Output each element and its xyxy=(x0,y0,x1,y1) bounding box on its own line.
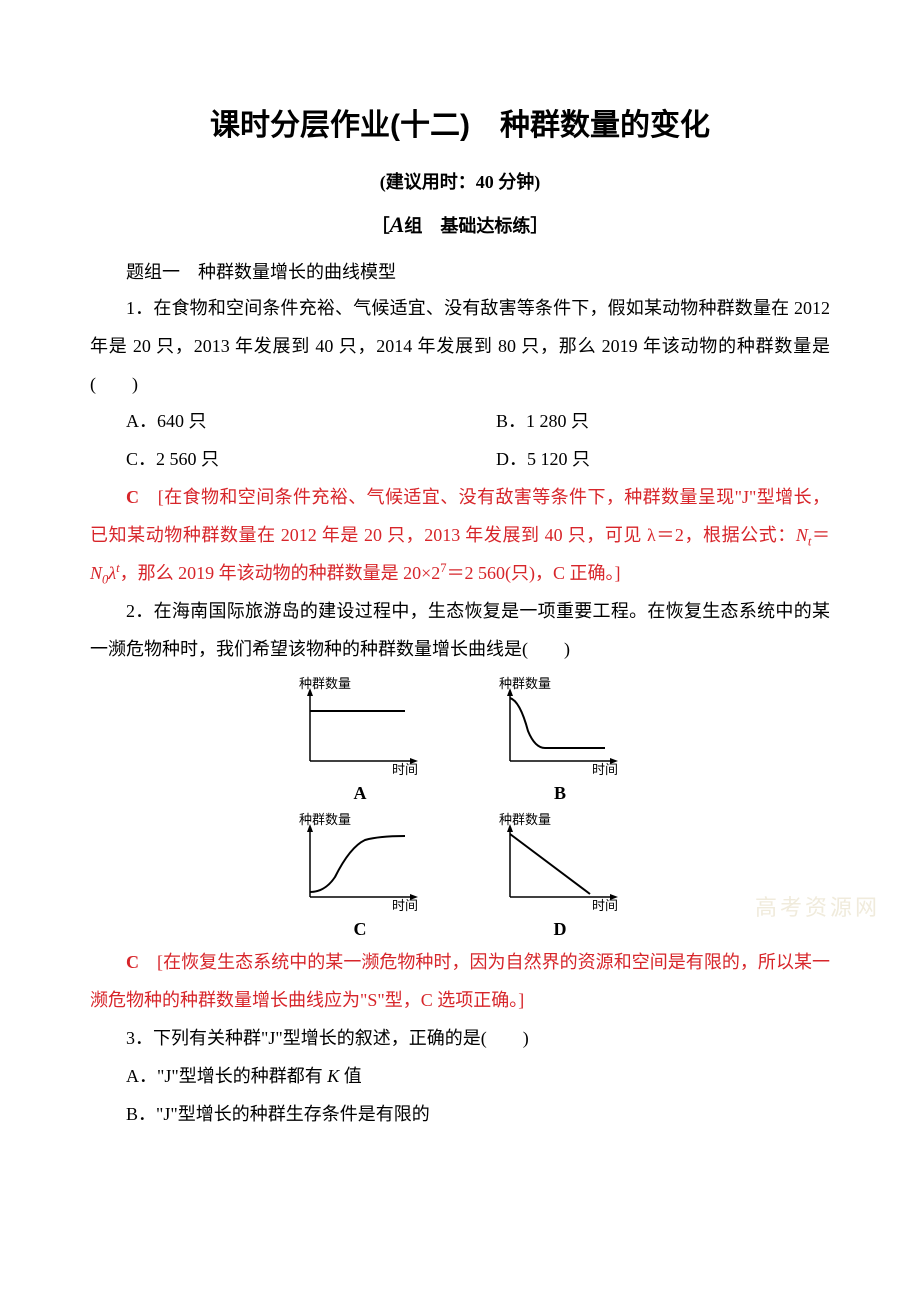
chart-label-d: D xyxy=(490,919,630,940)
svg-text:时间: 时间 xyxy=(592,762,618,776)
q3-stem: 3．下列有关种群"J"型增长的叙述，正确的是( ) xyxy=(90,1020,830,1058)
chart-c-svg: 种群数量 时间 xyxy=(290,812,430,912)
q1-option-c: C．2 560 只 xyxy=(90,441,460,479)
chart-d-svg: 种群数量 时间 xyxy=(490,812,630,912)
svg-text:时间: 时间 xyxy=(592,898,618,912)
q1-option-d: D．5 120 只 xyxy=(460,441,830,479)
chart-c: 种群数量 时间 C xyxy=(290,812,430,940)
q2-answer-letter: C xyxy=(126,952,139,972)
q3-option-b: B．"J"型增长的种群生存条件是有限的 xyxy=(90,1096,830,1134)
q1-options-row2: C．2 560 只 D．5 120 只 xyxy=(90,441,830,479)
subtitle: (建议用时：40 分钟) xyxy=(90,168,830,194)
q1-options-row1: A．640 只 B．1 280 只 xyxy=(90,403,830,441)
q1-stem: 1．在食物和空间条件充裕、气候适宜、没有敌害等条件下，假如某动物种群数量在 20… xyxy=(90,290,830,403)
chart-label-a: A xyxy=(290,783,430,804)
chart-a: 种群数量 时间 A xyxy=(290,676,430,804)
svg-text:时间: 时间 xyxy=(392,898,418,912)
section-header: ［A组 基础达标练］ xyxy=(90,212,830,238)
q1-answer: C [在食物和空间条件充裕、气候适宜、没有敌害等条件下，种群数量呈现"J"型增长… xyxy=(90,479,830,593)
chart-label-c: C xyxy=(290,919,430,940)
chart-b: 种群数量 时间 B xyxy=(490,676,630,804)
svg-text:种群数量: 种群数量 xyxy=(499,812,551,827)
q2-stem: 2．在海南国际旅游岛的建设过程中，生态恢复是一项重要工程。在恢复生态系统中的某一… xyxy=(90,593,830,669)
group-title-1: 题组一 种群数量增长的曲线模型 xyxy=(90,254,830,290)
chart-b-svg: 种群数量 时间 xyxy=(490,676,630,776)
q1-answer-letter: C xyxy=(126,487,139,507)
svg-text:种群数量: 种群数量 xyxy=(299,812,351,827)
svg-text:种群数量: 种群数量 xyxy=(299,676,351,691)
q1-option-a: A．640 只 xyxy=(90,403,460,441)
svg-text:时间: 时间 xyxy=(392,762,418,776)
q1-option-b: B．1 280 只 xyxy=(460,403,830,441)
q3-option-a: A．"J"型增长的种群都有 K 值 xyxy=(90,1058,830,1096)
main-title: 课时分层作业(十二) 种群数量的变化 xyxy=(90,100,830,144)
q2-answer: C [在恢复生态系统中的某一濒危物种时，因为自然界的资源和空间是有限的，所以某一… xyxy=(90,944,830,1020)
chart-label-b: B xyxy=(490,783,630,804)
chart-row-1: 种群数量 时间 A 种群数量 时间 B xyxy=(90,676,830,804)
chart-a-svg: 种群数量 时间 xyxy=(290,676,430,776)
chart-row-2: 种群数量 时间 C 种群数量 时间 D xyxy=(90,812,830,940)
svg-text:种群数量: 种群数量 xyxy=(499,676,551,691)
chart-d: 种群数量 时间 D xyxy=(490,812,630,940)
